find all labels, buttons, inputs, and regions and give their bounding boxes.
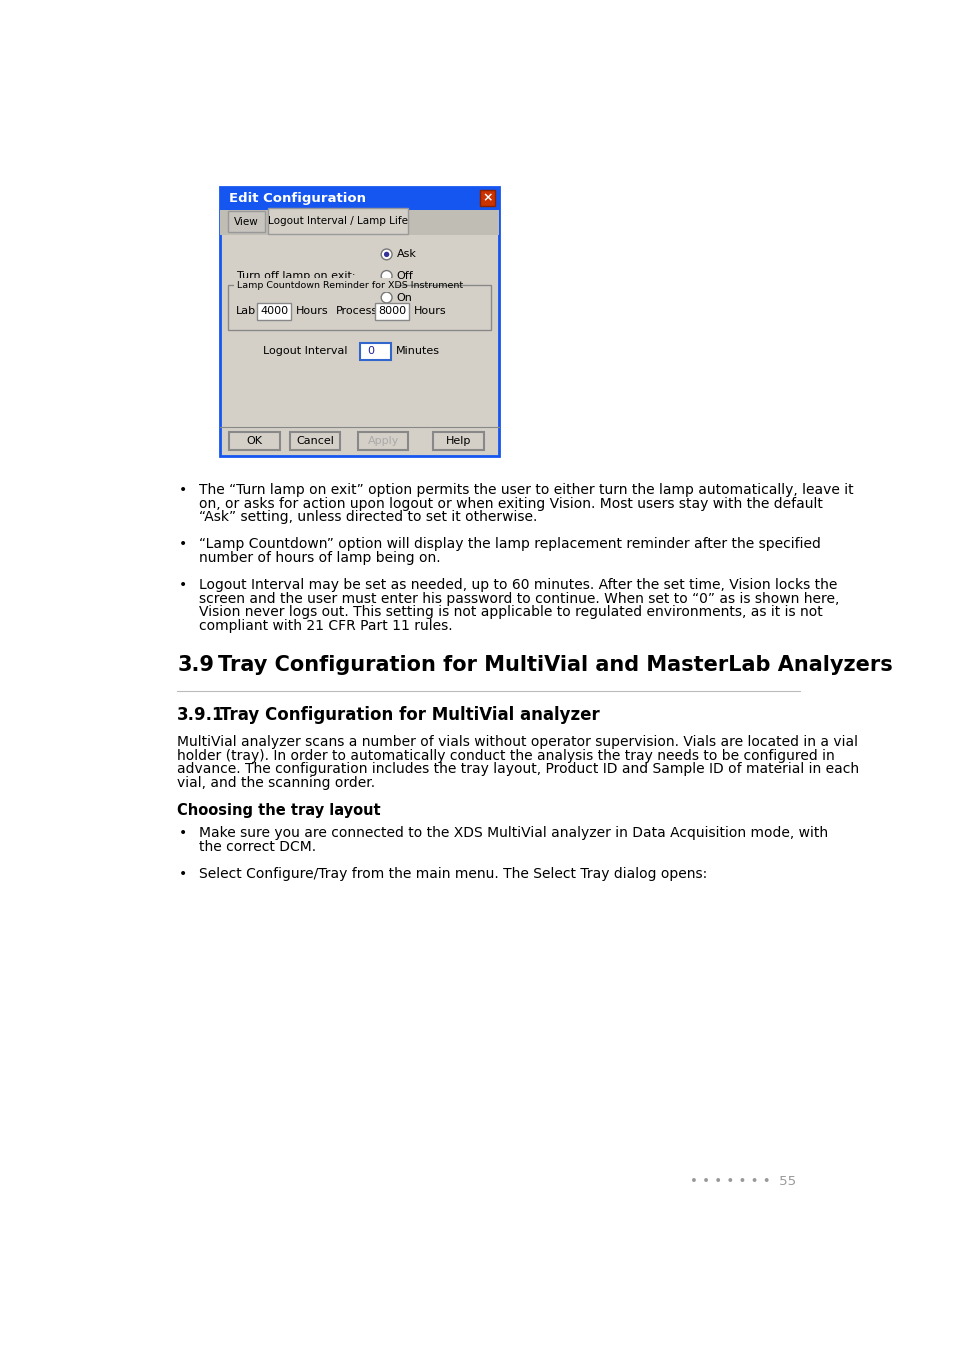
Text: On: On xyxy=(396,293,412,302)
Bar xyxy=(290,432,340,450)
Text: View: View xyxy=(233,217,258,227)
Text: Ask: Ask xyxy=(396,250,416,259)
Text: •: • xyxy=(179,826,187,840)
Text: 3.9.1: 3.9.1 xyxy=(177,706,225,724)
Text: Make sure you are connected to the XDS MultiVial analyzer in Data Acquisition mo: Make sure you are connected to the XDS M… xyxy=(199,826,827,840)
Text: 4000: 4000 xyxy=(260,306,288,316)
Text: Hours: Hours xyxy=(295,306,328,316)
Text: 8000: 8000 xyxy=(377,306,406,316)
Text: Select Configure/Tray from the main menu. The Select Tray dialog opens:: Select Configure/Tray from the main menu… xyxy=(199,867,706,882)
Text: Lab: Lab xyxy=(235,306,255,316)
Text: Hours: Hours xyxy=(414,306,446,316)
Text: Tray Configuration for MultiVial and MasterLab Analyzers: Tray Configuration for MultiVial and Mas… xyxy=(217,655,891,675)
Bar xyxy=(357,432,408,450)
Bar xyxy=(257,302,291,320)
Text: Vision never logs out. This setting is not applicable to regulated environments,: Vision never logs out. This setting is n… xyxy=(199,605,821,620)
Text: holder (tray). In order to automatically conduct the analysis the tray needs to : holder (tray). In order to automatically… xyxy=(177,749,834,763)
Circle shape xyxy=(383,251,389,256)
Text: Tray Configuration for MultiVial analyzer: Tray Configuration for MultiVial analyze… xyxy=(220,706,599,724)
Text: The “Turn lamp on exit” option permits the user to either turn the lamp automati: The “Turn lamp on exit” option permits t… xyxy=(199,483,853,497)
Text: OK: OK xyxy=(246,436,262,446)
Text: Minutes: Minutes xyxy=(395,347,439,356)
Text: Choosing the tray layout: Choosing the tray layout xyxy=(177,803,380,818)
Text: Help: Help xyxy=(445,436,471,446)
Bar xyxy=(220,186,498,209)
Text: Lamp Countdown Reminder for XDS Instrument: Lamp Countdown Reminder for XDS Instrume… xyxy=(236,281,463,290)
Bar xyxy=(228,212,265,232)
Text: screen and the user must enter his password to continue. When set to “0” as is s: screen and the user must enter his passw… xyxy=(199,591,839,606)
Bar xyxy=(268,208,407,235)
Text: 3.9: 3.9 xyxy=(177,655,214,675)
Text: Logout Interval: Logout Interval xyxy=(262,347,347,356)
Bar xyxy=(220,186,498,456)
Text: Turn off lamp on exit:: Turn off lamp on exit: xyxy=(236,271,355,281)
Text: “Ask” setting, unless directed to set it otherwise.: “Ask” setting, unless directed to set it… xyxy=(199,510,537,524)
Text: compliant with 21 CFR Part 11 rules.: compliant with 21 CFR Part 11 rules. xyxy=(199,618,453,633)
Circle shape xyxy=(381,270,392,281)
Text: Off: Off xyxy=(396,271,413,281)
Text: •: • xyxy=(179,867,187,882)
Bar xyxy=(220,209,498,235)
Bar xyxy=(479,190,495,207)
Text: • • • • • • •  55: • • • • • • • 55 xyxy=(690,1174,796,1188)
Text: advance. The configuration includes the tray layout, Product ID and Sample ID of: advance. The configuration includes the … xyxy=(177,763,859,776)
Text: Process: Process xyxy=(335,306,378,316)
Text: •: • xyxy=(179,578,187,593)
Text: the correct DCM.: the correct DCM. xyxy=(199,840,315,853)
Text: •: • xyxy=(179,483,187,497)
Text: “Lamp Countdown” option will display the lamp replacement reminder after the spe: “Lamp Countdown” option will display the… xyxy=(199,537,821,551)
Text: Edit Configuration: Edit Configuration xyxy=(229,192,366,205)
Bar xyxy=(233,278,396,292)
Text: MultiVial analyzer scans a number of vials without operator supervision. Vials a: MultiVial analyzer scans a number of via… xyxy=(177,736,858,749)
Text: 0: 0 xyxy=(367,347,374,356)
Text: Apply: Apply xyxy=(367,436,398,446)
Text: number of hours of lamp being on.: number of hours of lamp being on. xyxy=(199,551,440,564)
Bar xyxy=(359,343,390,360)
Text: •: • xyxy=(179,537,187,551)
Bar xyxy=(229,432,279,450)
Circle shape xyxy=(381,248,392,259)
Text: Logout Interval may be set as needed, up to 60 minutes. After the set time, Visi: Logout Interval may be set as needed, up… xyxy=(199,578,837,593)
Text: vial, and the scanning order.: vial, and the scanning order. xyxy=(177,776,375,790)
Text: on, or asks for action upon logout or when exiting Vision. Most users stay with : on, or asks for action upon logout or wh… xyxy=(199,497,822,510)
Bar xyxy=(433,432,483,450)
Text: Logout Interval / Lamp Life: Logout Interval / Lamp Life xyxy=(268,216,407,227)
Bar xyxy=(375,302,409,320)
Bar xyxy=(228,285,491,329)
Circle shape xyxy=(381,292,392,302)
Text: ×: × xyxy=(481,192,492,205)
Text: Cancel: Cancel xyxy=(295,436,334,446)
